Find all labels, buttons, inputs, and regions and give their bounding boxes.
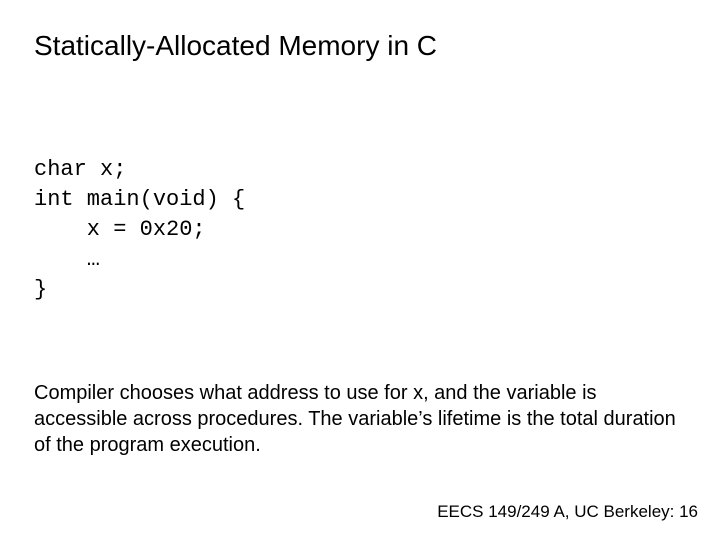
body-paragraph: Compiler chooses what address to use for… — [34, 380, 686, 458]
code-line-2: int main(void) { — [34, 187, 245, 212]
code-line-4: … — [34, 247, 100, 272]
slide-footer: EECS 149/249 A, UC Berkeley: 16 — [437, 502, 698, 522]
slide-title: Statically-Allocated Memory in C — [34, 30, 437, 62]
code-block: char x; int main(void) { x = 0x20; … } — [34, 155, 245, 305]
code-line-1: char x; — [34, 157, 126, 182]
slide: Statically-Allocated Memory in C char x;… — [0, 0, 720, 540]
code-line-3: x = 0x20; — [34, 217, 206, 242]
code-line-5: } — [34, 277, 47, 302]
